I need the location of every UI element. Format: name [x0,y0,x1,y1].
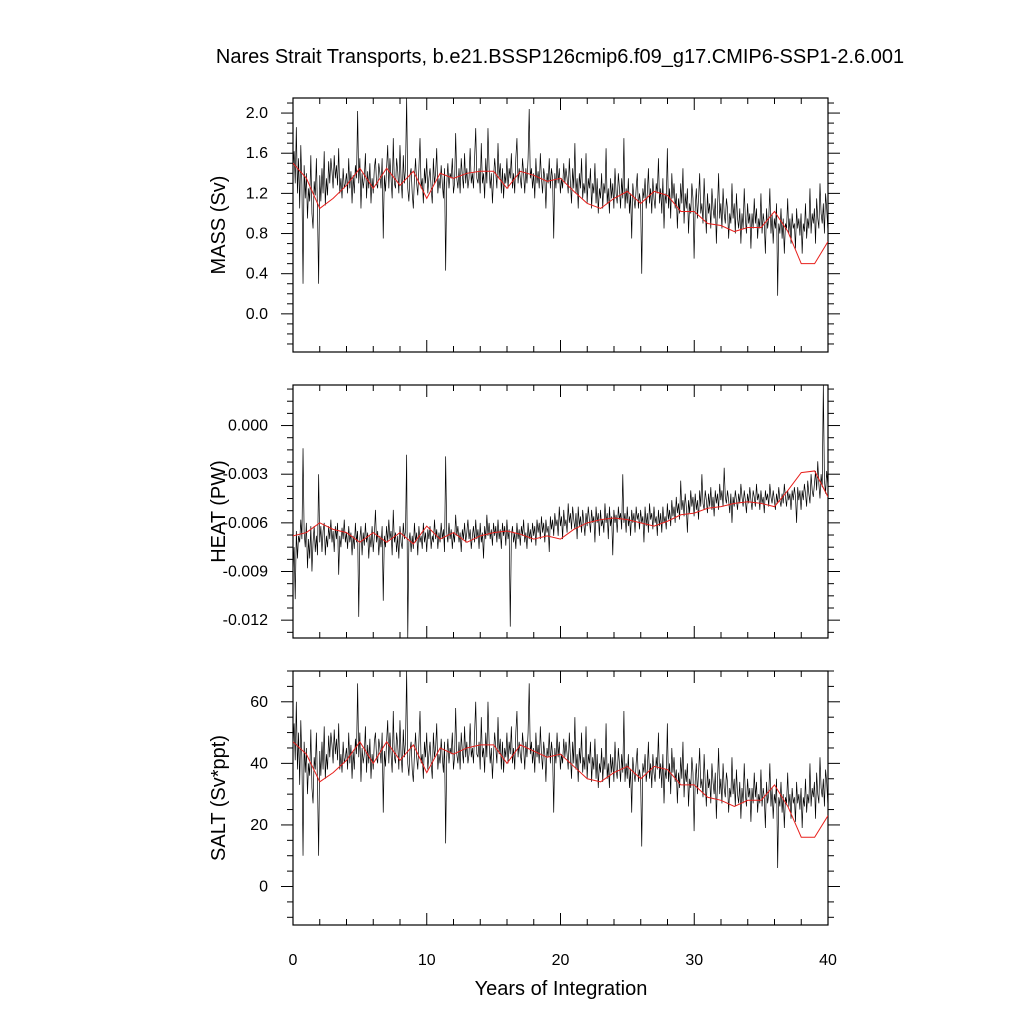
mass-y-tick-label: 0.8 [246,226,268,243]
salt-y-tick-label: 60 [250,694,268,711]
mass-y-axis-label: MASS (Sv) [208,176,230,275]
salt-y-tick-label: 20 [250,817,268,834]
mass-y-tick-label: 2.0 [246,105,268,122]
x-tick-label: 0 [289,952,298,969]
mass-y-tick-label: 0.4 [246,266,268,283]
salt-monthly-line [293,671,828,924]
x-tick-label: 30 [685,952,703,969]
mass-annual-mean-line [293,162,828,265]
salt-plot-frame [292,670,829,926]
x-axis-label: Years of Integration [475,978,648,1000]
salt-y-tick-label: 0 [259,879,268,896]
x-tick-label: 40 [819,952,837,969]
x-tick-label: 10 [418,952,436,969]
salt-y-tick-label: 40 [250,755,268,772]
heat-y-tick-label: -0.003 [223,466,268,483]
x-tick-label: 20 [552,952,570,969]
heat-plot-frame [292,384,829,639]
salt-annual-mean-line [293,740,828,838]
heat-y-axis-label: HEAT (PW) [208,460,230,563]
heat-annual-mean-line [293,470,828,545]
heat-monthly-line [293,385,828,638]
heat-y-tick-label: 0.000 [228,418,268,435]
chart-title: Nares Strait Transports, b.e21.BSSP126cm… [215,46,905,68]
salt-y-axis-label: SALT (Sv*ppt) [208,735,230,861]
mass-y-tick-label: 0.0 [246,306,268,323]
heat-y-tick-label: -0.012 [223,612,268,629]
mass-monthly-line [293,98,828,352]
heat-y-tick-label: -0.009 [223,564,268,581]
heat-y-tick-label: -0.006 [223,515,268,532]
mass-y-tick-label: 1.2 [246,185,268,202]
mass-plot-frame [292,97,829,353]
mass-y-tick-label: 1.6 [246,145,268,162]
